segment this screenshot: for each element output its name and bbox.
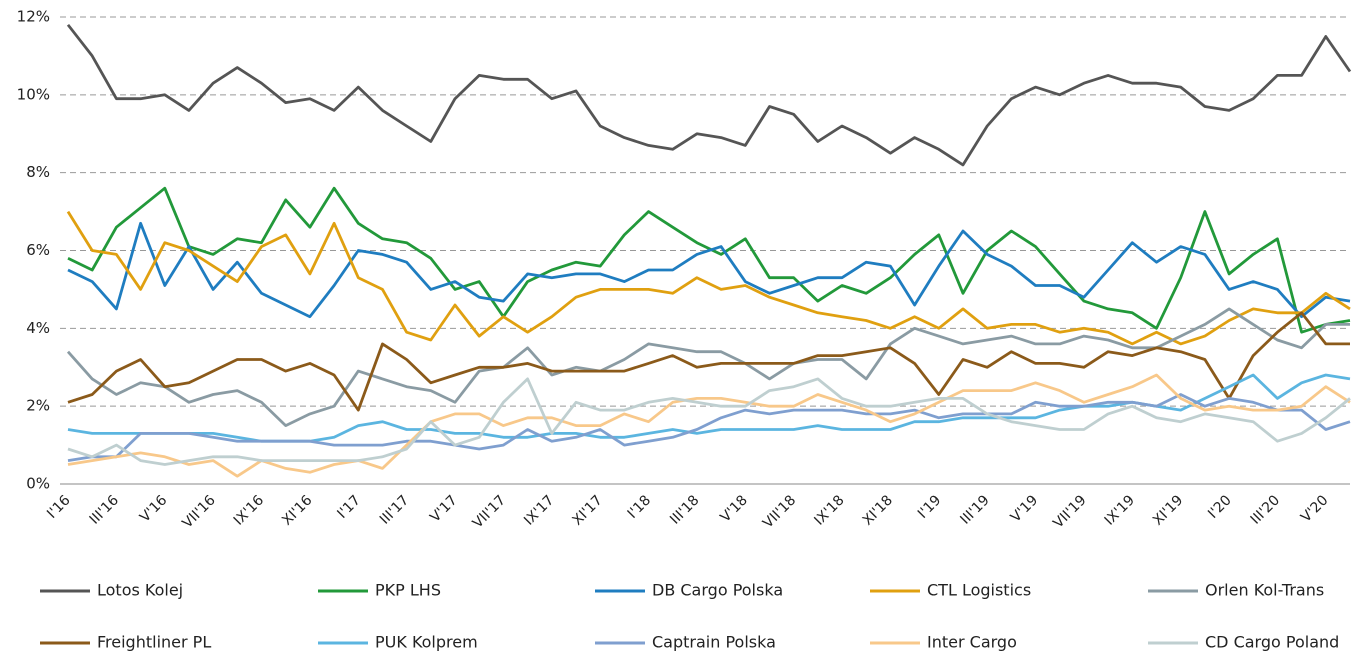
series-line xyxy=(67,377,1351,466)
y-tick-label: 4% xyxy=(26,319,50,337)
x-tick-label: VII'19 xyxy=(1050,492,1089,531)
x-tick-label: I'18 xyxy=(625,492,655,522)
legend-label: PKP LHS xyxy=(375,581,441,600)
y-tick-label: 0% xyxy=(26,475,50,493)
x-tick-label: VII'17 xyxy=(470,492,509,531)
x-tick-label: IX'17 xyxy=(521,492,557,528)
legend-label: DB Cargo Polska xyxy=(652,581,783,600)
legend-label: Freightliner PL xyxy=(97,633,211,652)
x-tick-label: V'19 xyxy=(1008,492,1041,525)
series-line xyxy=(67,373,1351,443)
y-tick-label: 10% xyxy=(17,85,50,103)
series-line xyxy=(67,311,1350,412)
x-tick-label: I'19 xyxy=(915,492,945,522)
x-tick-label: V'18 xyxy=(718,492,751,525)
x-tick-label: VII'16 xyxy=(180,492,219,531)
series-line xyxy=(67,186,1351,334)
x-tick-label: XI'16 xyxy=(279,492,315,528)
x-tick-label: I'16 xyxy=(44,492,74,522)
legend-label: Captrain Polska xyxy=(652,633,776,652)
series-line xyxy=(66,210,1351,346)
legend-label: CTL Logistics xyxy=(927,581,1031,600)
x-tick-label: VII'18 xyxy=(760,492,799,531)
x-tick-label: IX'19 xyxy=(1102,492,1138,528)
x-tick-label: XI'18 xyxy=(860,492,896,528)
y-tick-label: 8% xyxy=(26,163,50,181)
legend-label: PUK Kolprem xyxy=(375,633,478,652)
series-line xyxy=(66,307,1350,427)
y-tick-label: 2% xyxy=(26,397,50,415)
series-line xyxy=(67,373,1351,478)
x-tick-label: III'18 xyxy=(667,492,702,527)
y-tick-label: 12% xyxy=(17,8,50,26)
y-tick-label: 6% xyxy=(26,241,50,259)
x-tick-label: IX'18 xyxy=(811,492,847,528)
series-line xyxy=(67,221,1351,319)
legend-label: Inter Cargo xyxy=(927,633,1017,652)
x-tick-label: I'20 xyxy=(1205,492,1235,522)
x-tick-label: III'20 xyxy=(1248,492,1283,527)
x-tick-label: V'16 xyxy=(137,492,170,525)
x-tick-label: XI'19 xyxy=(1150,492,1186,528)
x-tick-label: XI'17 xyxy=(569,492,605,528)
series-line xyxy=(66,23,1352,167)
x-tick-label: V'17 xyxy=(427,492,460,525)
x-tick-label: III'16 xyxy=(87,492,122,527)
legend-label: CD Cargo Poland xyxy=(1205,633,1339,652)
legend-label: Orlen Kol-Trans xyxy=(1205,581,1324,600)
x-tick-label: III'19 xyxy=(957,492,992,527)
series-line xyxy=(67,393,1351,462)
x-tick-label: IX'16 xyxy=(231,492,267,528)
x-tick-label: I'17 xyxy=(334,492,364,522)
x-tick-label: III'17 xyxy=(377,492,412,527)
legend-label: Lotos Kolej xyxy=(97,581,183,600)
x-tick-label: V'20 xyxy=(1298,492,1331,525)
